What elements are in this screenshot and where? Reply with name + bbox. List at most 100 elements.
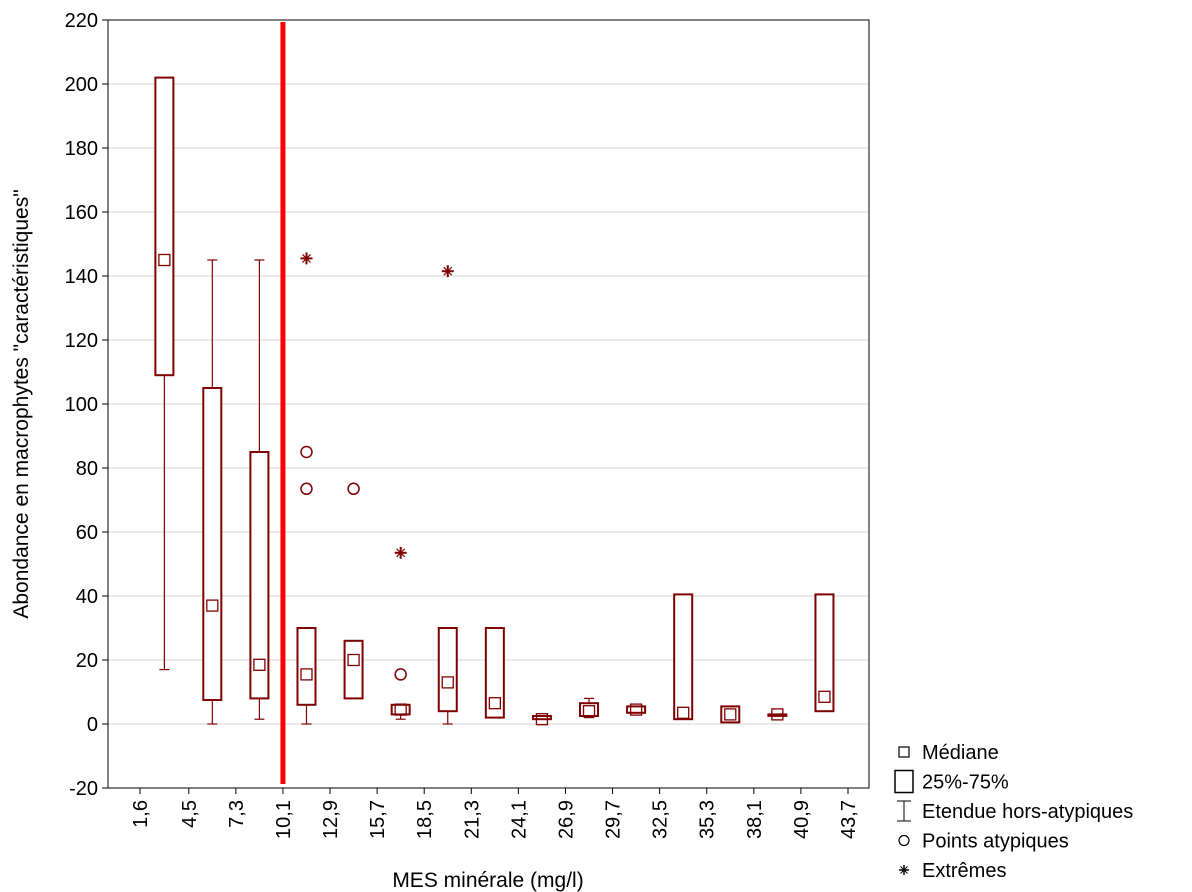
box-group xyxy=(767,708,788,721)
y-tick-label: 60 xyxy=(76,522,98,544)
x-tick-label: 21,3 xyxy=(461,800,483,839)
x-tick-label: 7,3 xyxy=(226,800,248,828)
x-tick-label: 1,6 xyxy=(130,800,152,828)
box-iqr xyxy=(720,705,741,724)
x-tick-label: 26,9 xyxy=(555,800,577,839)
y-tick-label: 200 xyxy=(65,74,98,96)
median-marker xyxy=(724,708,737,721)
box-iqr xyxy=(531,715,552,721)
y-axis-title: Abondance en macrophytes "caractéristiqu… xyxy=(10,189,33,618)
box-iqr xyxy=(202,387,223,701)
x-tick-label: 32,5 xyxy=(650,800,672,839)
box-group xyxy=(484,627,505,719)
median-marker xyxy=(535,713,549,726)
box-group xyxy=(154,76,175,671)
legend-label: Extrêmes xyxy=(922,860,1006,882)
legend-whisker-icon xyxy=(897,800,911,822)
extreme-stroke xyxy=(443,266,453,276)
legend: Médiane 25%-75% Etendue hors-atypiques Poin… xyxy=(894,742,1133,882)
box-iqr xyxy=(249,451,270,700)
box-iqr xyxy=(673,593,694,721)
legend-extreme-icon xyxy=(899,865,909,875)
box-iqr xyxy=(579,702,600,718)
legend-median-icon xyxy=(898,746,910,758)
box-iqr xyxy=(437,627,458,713)
x-tick-label: 38,1 xyxy=(744,800,766,839)
y-axis: -20 0 20 40 60 80 100 120 140 160 180 200 220 xyxy=(65,10,108,800)
box-iqr xyxy=(390,703,411,716)
y-tick-label: 180 xyxy=(65,138,98,160)
median-marker xyxy=(582,705,596,718)
legend-label: Médiane xyxy=(922,742,999,764)
box-iqr xyxy=(154,76,175,377)
x-tick-label: 15,7 xyxy=(367,800,389,839)
median-marker xyxy=(158,253,171,267)
outlier-point xyxy=(394,668,407,681)
median-marker xyxy=(488,697,501,710)
box-group xyxy=(202,259,223,725)
grid-lines xyxy=(108,83,869,725)
box-group xyxy=(296,627,317,725)
box-group xyxy=(814,593,835,713)
median-marker xyxy=(771,708,784,721)
box-group xyxy=(626,703,647,716)
outlier-point xyxy=(300,482,313,496)
x-tick-label: 4,5 xyxy=(179,800,201,828)
box-group xyxy=(390,703,411,720)
legend-item: Etendue hors-atypiques xyxy=(897,800,1133,823)
extreme-point xyxy=(300,252,313,265)
outlier-point xyxy=(347,482,360,496)
box-group xyxy=(673,593,694,721)
x-tick-label: 35,3 xyxy=(697,800,719,839)
x-tick-label: 29,7 xyxy=(603,800,625,839)
median-marker xyxy=(818,690,831,703)
legend-label: 25%-75% xyxy=(922,772,1009,794)
y-tick-label: -20 xyxy=(69,778,98,800)
median-marker xyxy=(629,703,643,716)
extreme-point xyxy=(394,546,407,559)
box-group xyxy=(343,639,364,700)
extreme-stroke xyxy=(900,866,908,874)
y-tick-label: 0 xyxy=(87,714,98,736)
box-iqr xyxy=(343,639,364,700)
median-marker xyxy=(347,653,360,667)
x-tick-label: 10,1 xyxy=(273,800,295,839)
x-tick-label: 12,9 xyxy=(320,800,342,839)
median-marker xyxy=(300,668,313,681)
box-group xyxy=(720,705,741,724)
box-iqr xyxy=(484,627,505,719)
box-iqr xyxy=(296,627,317,706)
box-iqr xyxy=(767,713,788,717)
legend-item: Extrêmes xyxy=(899,860,1006,882)
median-marker xyxy=(394,703,407,716)
box-group xyxy=(437,627,458,725)
y-tick-label: 100 xyxy=(65,394,98,416)
box-iqr xyxy=(814,593,835,713)
median-marker xyxy=(677,706,690,719)
x-tick-label: 40,9 xyxy=(791,800,813,839)
x-tick-label: 18,5 xyxy=(414,800,436,839)
extreme-stroke xyxy=(302,253,311,263)
extreme-stroke xyxy=(396,548,406,558)
x-axis: 1,6 4,5 7,3 10,1 12,9 15,7 18,5 21,3 24,1 26,9 29,… xyxy=(130,788,860,839)
y-tick-label: 160 xyxy=(65,202,98,224)
outlier-point xyxy=(300,445,313,459)
x-tick-label: 43,7 xyxy=(838,800,860,839)
box-group xyxy=(531,713,552,726)
median-marker xyxy=(253,658,266,671)
legend-label: Points atypiques xyxy=(922,831,1069,853)
y-tick-label: 20 xyxy=(76,650,98,672)
legend-item: Points atypiques xyxy=(898,831,1069,853)
x-tick-label: 24,1 xyxy=(508,800,530,839)
x-axis-title: MES minérale (mg/l) xyxy=(392,869,583,892)
y-tick-label: 140 xyxy=(65,266,98,288)
extreme-point xyxy=(441,265,454,278)
median-marker xyxy=(206,599,219,612)
legend-item: Médiane xyxy=(898,742,999,764)
y-tick-label: 80 xyxy=(76,458,98,480)
median-marker xyxy=(441,676,454,689)
y-tick-label: 40 xyxy=(76,586,98,608)
plot-marks xyxy=(154,76,835,726)
y-tick-label: 120 xyxy=(65,330,98,352)
